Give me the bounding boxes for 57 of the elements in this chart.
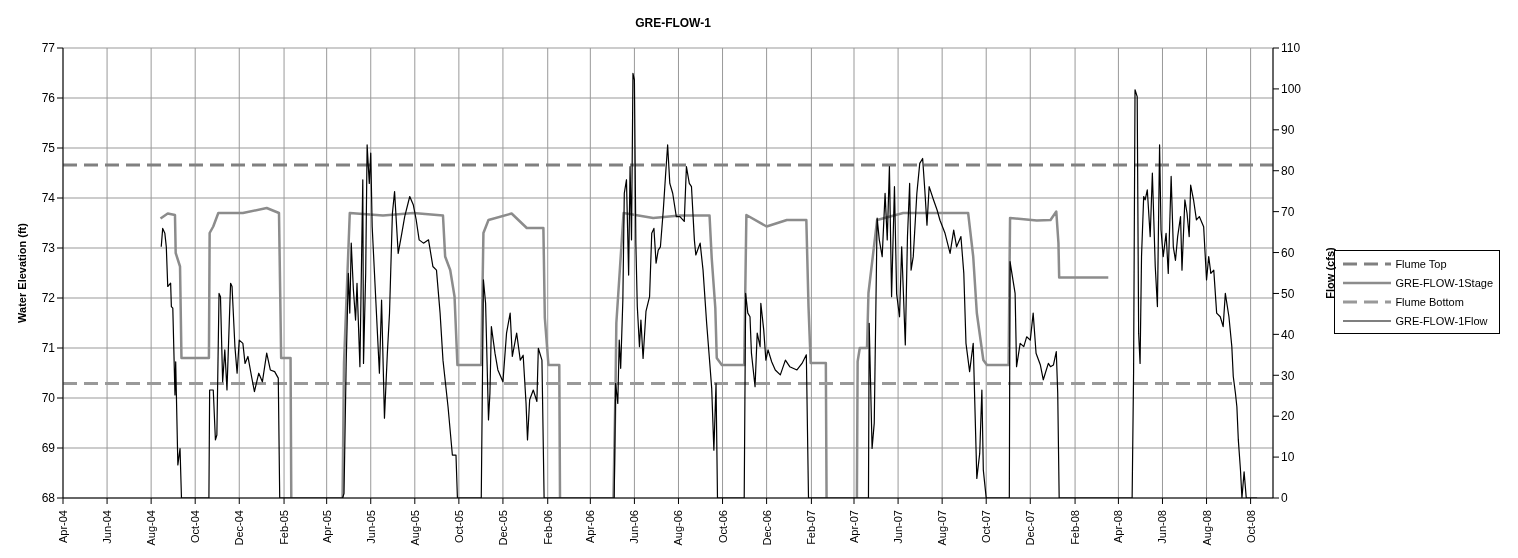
y2-tick-label: 10 xyxy=(1281,450,1295,465)
x-tick-label: Feb-05 xyxy=(278,510,291,545)
y-axis-title: Water Elevation (ft) xyxy=(16,223,28,323)
y2-tick-label: 70 xyxy=(1281,204,1295,219)
x-tick-label: Dec-05 xyxy=(496,510,509,546)
x-tick-label: Dec-04 xyxy=(233,510,246,546)
y2-tick-label: 110 xyxy=(1281,41,1301,56)
y-tick-label: 75 xyxy=(41,141,56,156)
y2-tick-label: 50 xyxy=(1281,286,1295,301)
x-tick-label: Apr-08 xyxy=(1112,510,1125,544)
x-tick-label: Dec-06 xyxy=(760,510,773,546)
y-tick-label: 76 xyxy=(41,91,56,106)
x-tick-label: Aug-08 xyxy=(1200,510,1213,546)
x-tick-label: Aug-05 xyxy=(408,510,421,546)
y2-tick-label: 60 xyxy=(1281,245,1295,260)
x-tick-label: Jun-05 xyxy=(364,510,377,544)
y-tick-label: 68 xyxy=(41,491,56,506)
y-tick-label: 70 xyxy=(41,391,56,406)
y-tick-label: 73 xyxy=(41,241,56,256)
x-tick-label: Feb-06 xyxy=(541,510,554,545)
x-tick-label: Apr-04 xyxy=(57,510,69,544)
x-tick-label: Aug-07 xyxy=(936,510,949,546)
legend-label: Flume Top xyxy=(1395,257,1447,270)
x-tick-label: Oct-07 xyxy=(980,510,993,544)
y2-axis-title: Flow (cfs) xyxy=(1324,247,1336,299)
x-tick-label: Dec-07 xyxy=(1024,510,1037,546)
x-tick-label: Feb-08 xyxy=(1069,510,1082,545)
x-tick-label: Apr-06 xyxy=(584,510,597,544)
legend-label: GRE-FLOW-1Stage xyxy=(1395,276,1493,289)
y-tick-label: 74 xyxy=(41,191,56,206)
x-tick-label: Feb-07 xyxy=(805,510,818,545)
x-tick-label: Jun-08 xyxy=(1156,510,1169,544)
legend-label: GRE-FLOW-1Flow xyxy=(1395,314,1488,327)
legend-label: Flume Bottom xyxy=(1395,295,1464,308)
x-tick-label: Oct-06 xyxy=(716,510,729,544)
x-tick-label: Jun-07 xyxy=(892,510,905,544)
y2-tick-label: 100 xyxy=(1281,82,1302,97)
x-tick-label: Aug-06 xyxy=(672,510,685,546)
y2-tick-label: 80 xyxy=(1281,163,1295,178)
y-tick-label: 77 xyxy=(41,41,56,56)
y2-tick-label: 0 xyxy=(1281,491,1288,506)
chart-title: GRE-FLOW-1 xyxy=(634,16,712,30)
y2-tick-label: 30 xyxy=(1281,368,1295,383)
y2-tick-label: 40 xyxy=(1281,327,1295,342)
y-tick-label: 69 xyxy=(41,441,56,456)
x-tick-label: Apr-05 xyxy=(320,510,333,544)
y2-tick-label: 20 xyxy=(1281,409,1295,424)
x-tick-label: Oct-05 xyxy=(452,510,465,544)
x-tick-label: Oct-08 xyxy=(1244,510,1257,544)
x-tick-label: Oct-04 xyxy=(189,510,202,544)
x-tick-label: Aug-04 xyxy=(145,510,158,546)
x-tick-label: Apr-07 xyxy=(848,510,861,544)
y2-tick-label: 90 xyxy=(1281,123,1295,138)
y-tick-label: 71 xyxy=(41,341,56,356)
y-tick-label: 72 xyxy=(41,291,56,306)
x-tick-label: Jun-04 xyxy=(101,510,114,544)
x-tick-label: Jun-06 xyxy=(628,510,641,544)
